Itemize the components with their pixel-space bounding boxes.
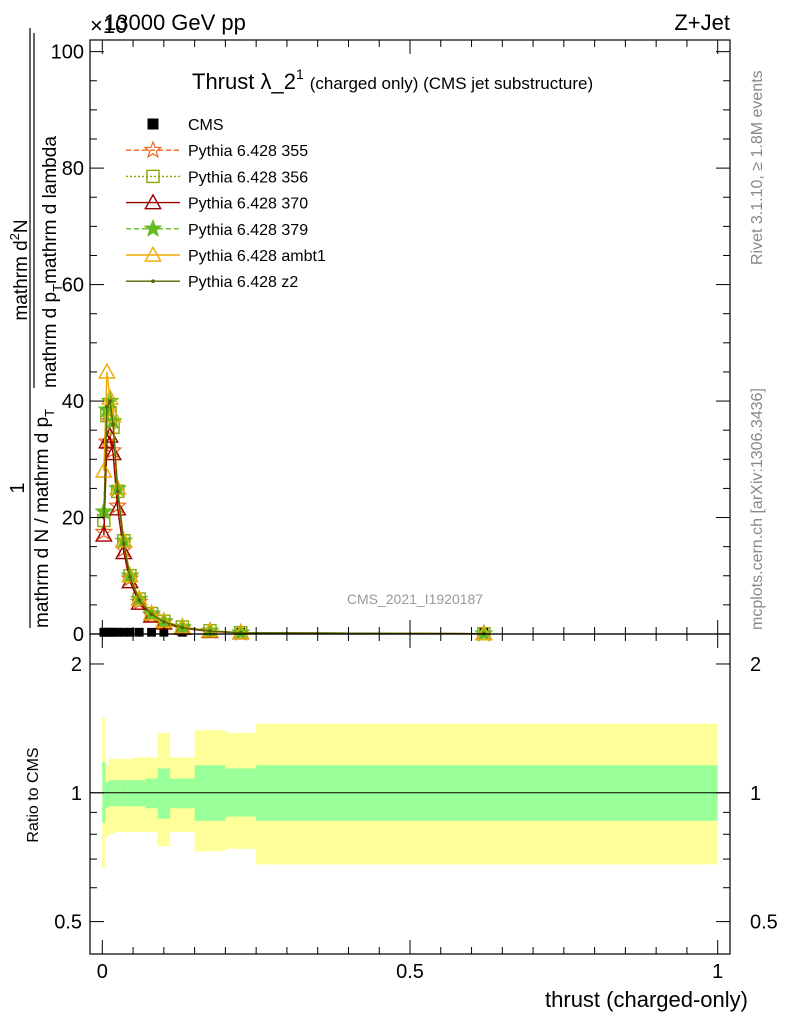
main-y-tick-label: 20	[62, 508, 84, 530]
series-6	[102, 398, 486, 636]
ylabel-main-numerator-post: N	[11, 219, 32, 233]
ratio-band-bin	[145, 778, 158, 809]
main-y-tick-label: 60	[62, 275, 84, 297]
exponent-label: ×10	[90, 13, 127, 38]
ratio-plot-panel: 0.5 0.5 1 1 2 2 Ratio to CMS	[25, 633, 778, 955]
data-point	[474, 624, 493, 641]
main-y-tick-label: 100	[51, 42, 84, 64]
plot-subtitle: (charged only) (CMS jet substructure)	[310, 74, 593, 93]
ylabel-frac-denominator-sub: T	[42, 409, 57, 417]
data-point	[134, 627, 144, 637]
legend: CMS Pythia 6.428 355 Pythia 6.428 356 Pythi…	[126, 117, 326, 291]
x-tick-label: 0.5	[396, 961, 424, 983]
x-tick-label: 0	[97, 961, 108, 983]
x-axis-label: thrust (charged-only)	[545, 987, 748, 1012]
data-point	[149, 612, 154, 616]
data-point	[128, 575, 132, 579]
data-point	[122, 541, 126, 546]
ratio-band-bin	[157, 768, 170, 819]
ratio-y-axis-label: Ratio to CMS	[25, 747, 42, 842]
legend-marker	[151, 279, 155, 284]
ratio-y-tick-label: 2	[71, 654, 82, 676]
data-point	[125, 627, 135, 637]
data-point	[108, 499, 127, 516]
rivet-label: Rivet 3.1.10, ≥ 1.8M events	[749, 70, 766, 265]
data-point	[115, 489, 120, 494]
ratio-y-tick-label: 0.5	[54, 912, 82, 934]
ylabel-frac-denominator: mathrm d N / mathrm d p	[32, 417, 53, 628]
data-point	[208, 629, 212, 633]
ylabel-main-denominator-post: mathrm d lambda	[40, 136, 61, 284]
data-point	[114, 543, 133, 560]
svg-text:mathrm d N / mathrm d pT: mathrm d N / mathrm d pT	[32, 409, 57, 628]
legend-marker	[143, 218, 163, 237]
plot-title-superscript: 1	[296, 66, 304, 82]
legend-label: Pythia 6.428 379	[188, 222, 308, 239]
data-point	[162, 619, 166, 624]
ratio-y-tick-label-right: 1	[750, 783, 761, 805]
ylabel-main-numerator-sup: 2	[7, 233, 22, 240]
data-point	[94, 522, 114, 541]
legend-marker	[144, 193, 162, 210]
ratio-y-tick-label-right: 2	[750, 654, 761, 676]
legend-label: Pythia 6.428 ambt1	[188, 248, 326, 265]
legend-label: Pythia 6.428 z2	[188, 274, 298, 291]
main-y-tick-label: 0	[73, 624, 84, 646]
main-y-tick-label: 80	[62, 158, 84, 180]
process-label: Z+Jet	[674, 10, 730, 35]
data-point	[98, 362, 116, 379]
data-point	[121, 566, 139, 583]
analysis-watermark: CMS_2021_I1920187	[347, 591, 483, 607]
plot-title-text: Thrust λ_2	[192, 69, 296, 94]
data-point	[119, 627, 129, 637]
data-point	[147, 627, 156, 637]
ylabel-main-denominator-pre: mathrm d p	[40, 292, 61, 388]
legend-marker	[144, 245, 162, 262]
legend-marker	[143, 140, 163, 159]
ratio-y-tick-label-right: 0.5	[750, 912, 778, 934]
legend-label: CMS	[188, 117, 224, 134]
data-point	[108, 627, 118, 637]
ylabel-frac-numerator: 1	[7, 482, 29, 493]
energy-label: 13000 GeV pp	[104, 10, 246, 35]
main-plot-frame	[89, 39, 731, 635]
data-point	[113, 627, 123, 637]
data-point	[94, 461, 113, 478]
legend-label: Pythia 6.428 356	[188, 169, 308, 186]
x-tick-label: 1	[712, 961, 723, 983]
ratio-band-bin	[170, 778, 195, 809]
svg-text:mathrm d2N: mathrm d2N	[7, 219, 32, 320]
data-point	[105, 405, 109, 409]
main-y-axis-label: 1 mathrm d N / mathrm d pT mathrm d2N ma…	[7, 28, 65, 628]
ratio-y-tick-label: 1	[71, 783, 82, 805]
mcplots-label: mcplots.cern.ch [arXiv:1306.3436]	[749, 388, 766, 630]
ylabel-main-numerator-pre: mathrm d	[11, 240, 32, 320]
data-point	[142, 604, 161, 621]
series-line	[103, 398, 484, 635]
main-y-tick-label: 40	[62, 391, 84, 413]
ylabel-main-denominator-sub: T	[50, 284, 65, 292]
data-point	[104, 444, 122, 461]
data-point	[94, 525, 113, 542]
plot-title: Thrust λ_21 (charged only) (CMS jet subst…	[192, 66, 593, 94]
legend-marker	[147, 118, 159, 130]
data-point	[130, 589, 149, 606]
data-point	[111, 422, 115, 427]
ratio-band-bin	[105, 781, 109, 809]
legend-marker	[146, 169, 160, 184]
main-plot-panel: 0 20 40 60 80 100 Thrust λ_21 (charged only) (…	[51, 39, 731, 646]
data-point	[231, 623, 250, 640]
data-point	[108, 399, 112, 403]
data-point	[137, 598, 142, 603]
svg-text:mathrm d pTmathrm d lambda: mathrm d pTmathrm d lambda	[40, 136, 65, 388]
data-point	[180, 625, 185, 630]
legend-label: Pythia 6.428 355	[188, 143, 308, 160]
legend-label: Pythia 6.428 370	[188, 196, 308, 213]
